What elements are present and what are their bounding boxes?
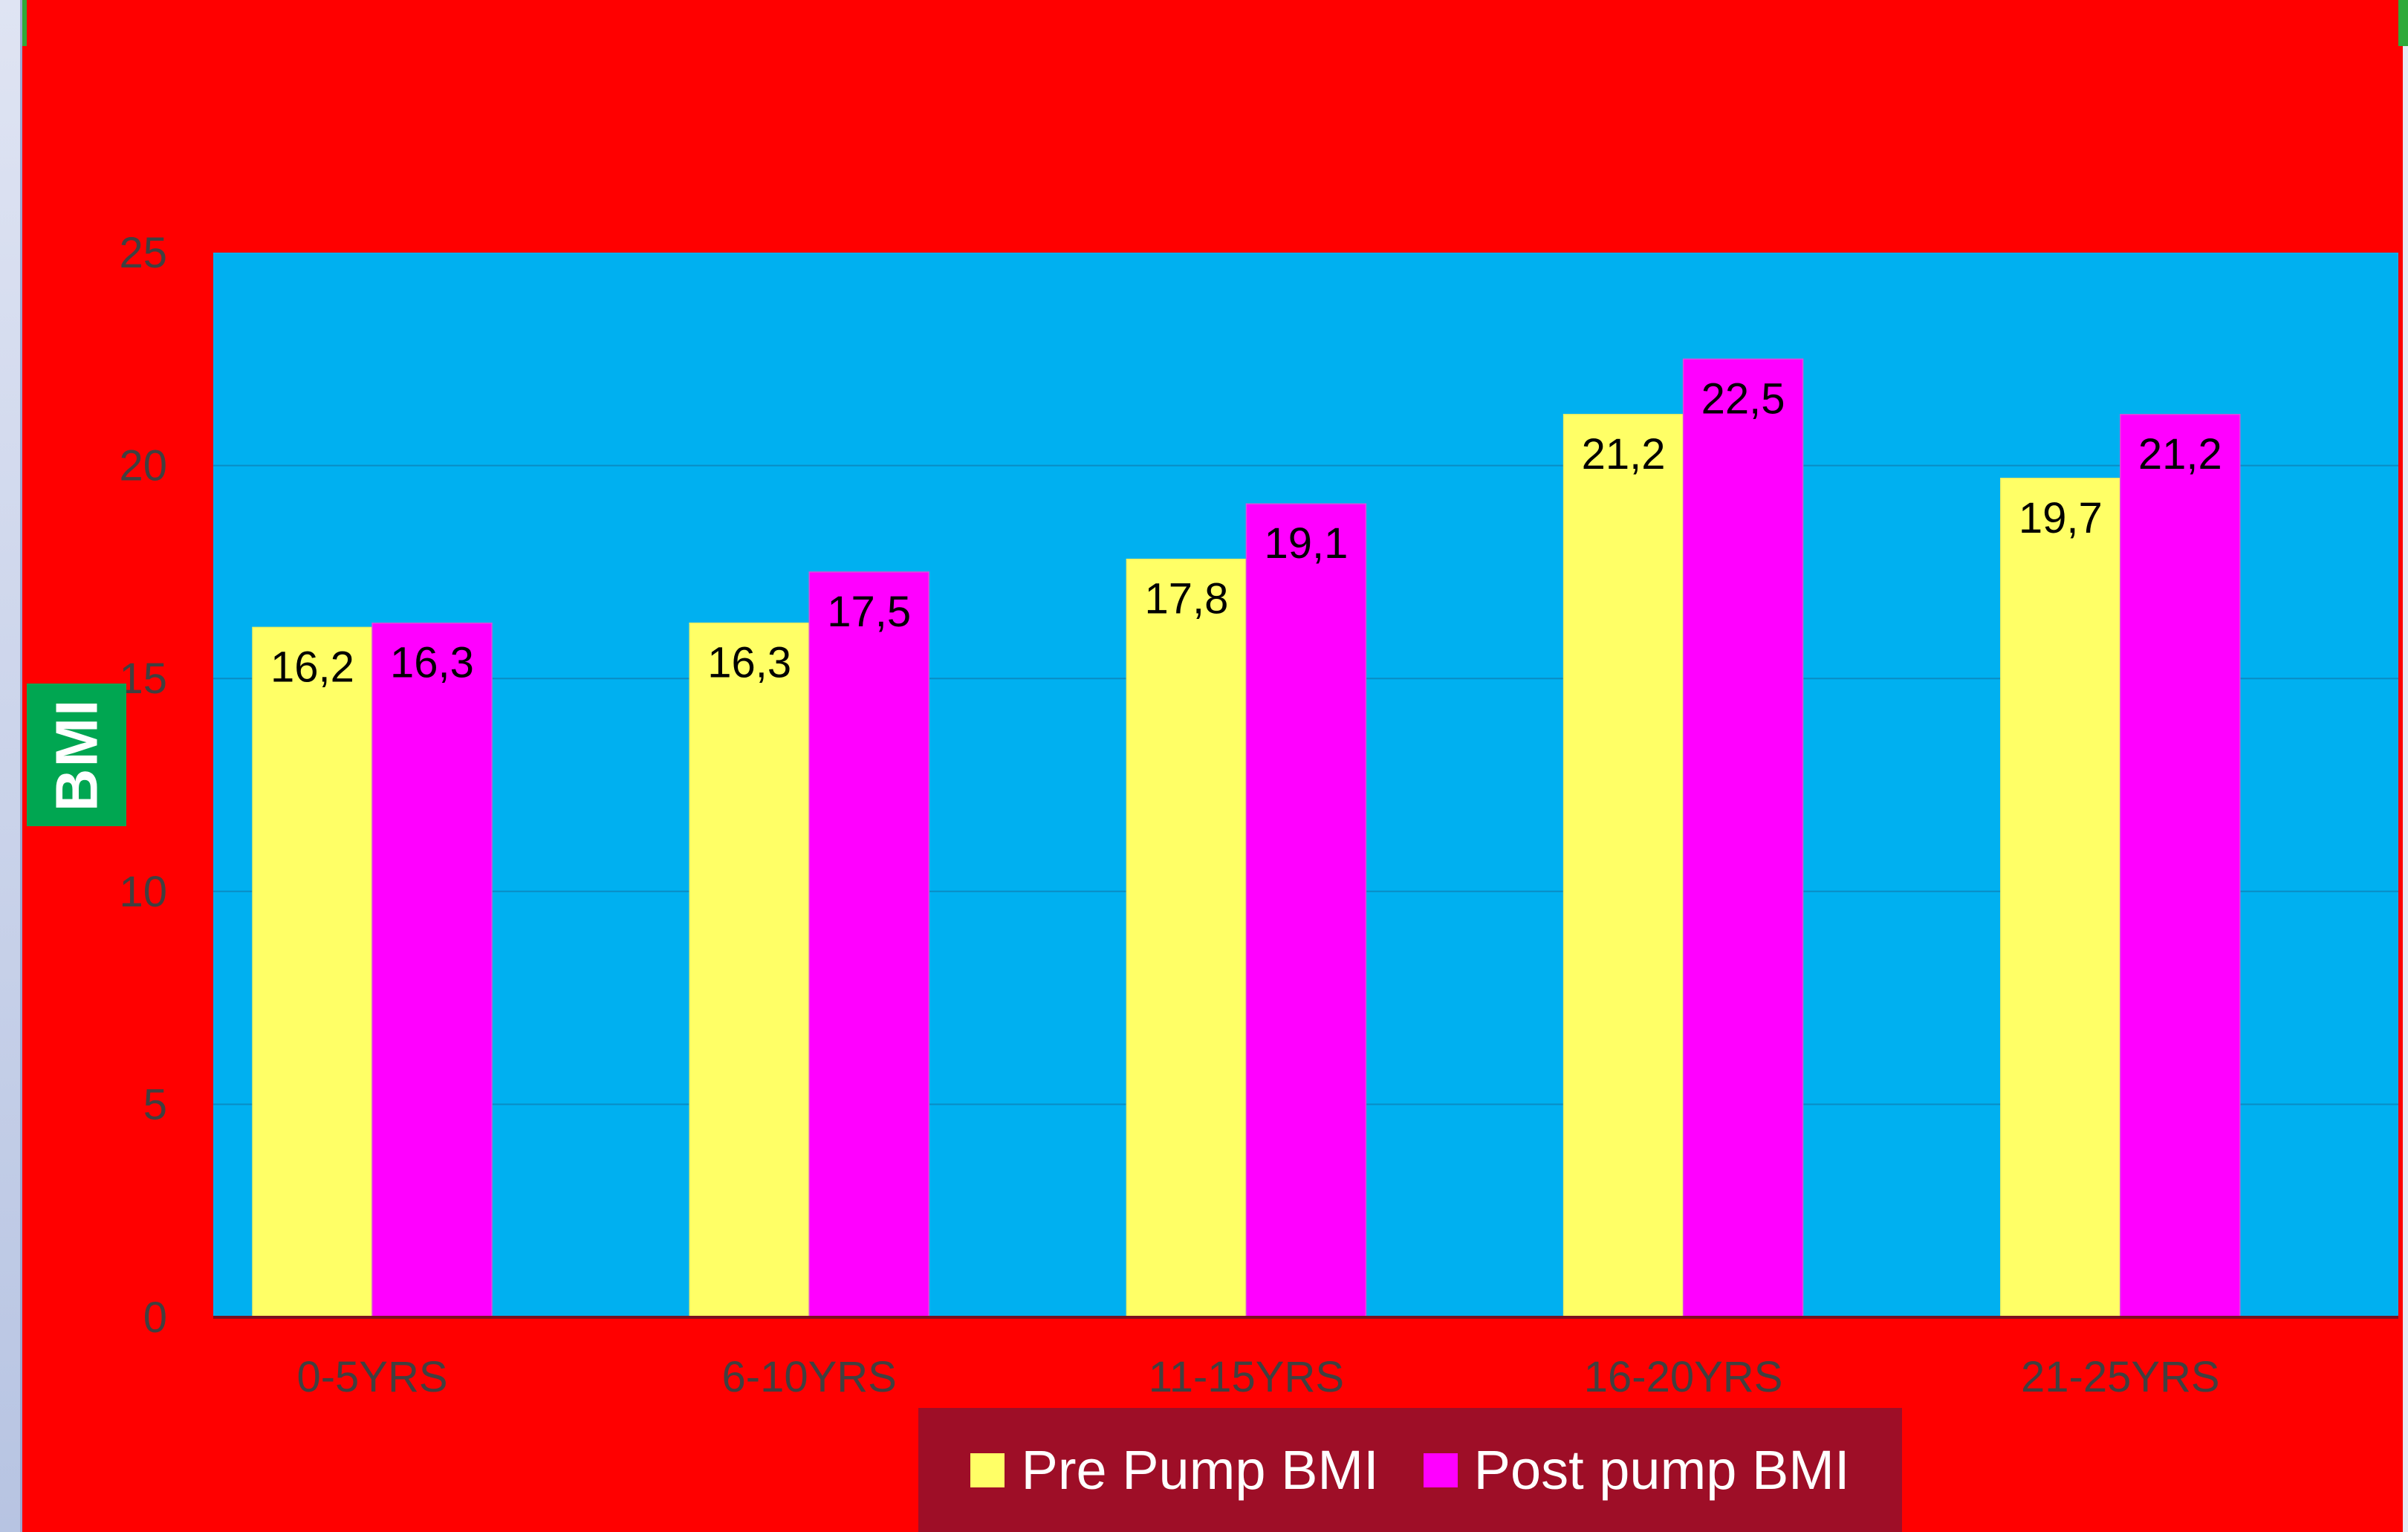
legend-label-post: Post pump BMI <box>1473 1439 1850 1501</box>
x-tick-label: 6-10YRS <box>722 1353 897 1401</box>
y-axis-label: BMI <box>43 698 110 812</box>
y-tick-label: 25 <box>119 229 167 277</box>
axes: 0 5 10 15 20 25 0-5YRS 6-10YRS 11-15YRS 16-20YRS 2… <box>119 229 2398 1401</box>
bar-post-0 <box>371 622 493 1318</box>
x-tick-label: 16-20YRS <box>1584 1353 1783 1401</box>
y-tick-label: 20 <box>119 442 167 490</box>
data-label-post-0: 16,3 <box>390 639 474 687</box>
legend-swatch-pre <box>970 1453 1005 1487</box>
legend: Pre Pump BMI Post pump BMI <box>918 1408 1902 1532</box>
legend-item-post: Post pump BMI <box>1423 1438 1850 1502</box>
data-label-pre-2: 17,8 <box>1144 575 1228 623</box>
data-label-post-1: 17,5 <box>827 588 911 636</box>
window-right-edge <box>2403 46 2408 1532</box>
y-axis-label-box: BMI <box>27 684 126 826</box>
bar-pre-4 <box>2000 478 2121 1318</box>
bar-pre-2 <box>1126 558 1247 1318</box>
data-label-pre-1: 16,3 <box>707 639 791 687</box>
y-tick-label: 10 <box>119 868 167 916</box>
y-tick-label: 5 <box>143 1080 167 1129</box>
bar-post-3 <box>1682 358 1804 1318</box>
legend-item-pre: Pre Pump BMI <box>970 1438 1379 1502</box>
x-tick-label: 0-5YRS <box>296 1353 447 1401</box>
y-tick-label: 0 <box>143 1294 167 1342</box>
y-tick-label: 15 <box>119 655 167 703</box>
data-labels: 16,2 16,3 16,3 17,5 17,8 19,1 21,2 22,5 19,7 21,2 <box>270 374 2222 691</box>
top-right-accent <box>2398 0 2408 46</box>
bar-post-1 <box>808 571 929 1318</box>
data-label-pre-3: 21,2 <box>1582 430 1666 478</box>
bar-pre-1 <box>689 622 810 1318</box>
data-label-post-4: 21,2 <box>2138 430 2222 478</box>
x-tick-label: 21-25YRS <box>2021 1353 2220 1401</box>
top-left-accent <box>22 0 27 46</box>
bar-pre-0 <box>252 626 373 1318</box>
data-label-post-3: 22,5 <box>1701 374 1785 423</box>
data-label-post-2: 19,1 <box>1264 519 1348 568</box>
bar-pre-3 <box>1562 414 1684 1318</box>
bar-post-4 <box>2120 414 2241 1318</box>
data-label-pre-0: 16,2 <box>270 643 354 691</box>
legend-label-pre: Pre Pump BMI <box>1021 1439 1379 1501</box>
x-tick-label: 11-15YRS <box>1149 1353 1344 1401</box>
data-label-pre-4: 19,7 <box>2019 494 2103 542</box>
bars <box>252 358 2241 1318</box>
window-left-edge <box>0 0 22 1532</box>
bar-post-2 <box>1245 503 1367 1318</box>
legend-swatch-post <box>1423 1453 1458 1487</box>
